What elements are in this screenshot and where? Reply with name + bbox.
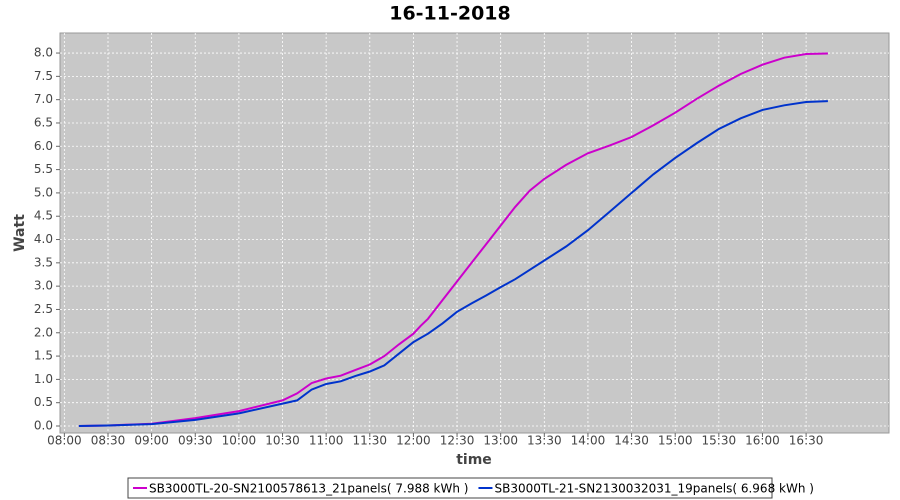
x-tick-label: 11:00 — [309, 434, 344, 448]
y-tick-label: 2.0 — [34, 325, 53, 339]
x-tick-label: 12:30 — [440, 434, 475, 448]
x-tick-label: 12:00 — [396, 434, 431, 448]
series-line — [78, 52, 828, 427]
y-tick-label: 7.0 — [34, 92, 53, 106]
x-tick-label: 16:30 — [789, 434, 824, 448]
x-tick-label: 08:00 — [47, 434, 82, 448]
plot-area — [59, 32, 890, 434]
y-tick-label: 7.5 — [34, 69, 53, 83]
x-tick-label: 11:30 — [352, 434, 387, 448]
x-tick-label: 14:00 — [571, 434, 606, 448]
y-tick-label: 3.0 — [34, 279, 53, 293]
y-tick-label: 0.0 — [34, 419, 53, 433]
x-axis-label: time — [456, 452, 492, 468]
y-tick-label: 5.5 — [34, 162, 53, 176]
y-tick-label: 3.5 — [34, 255, 53, 269]
x-tick-label: 13:30 — [527, 434, 562, 448]
y-axis-label: Watt — [12, 214, 28, 252]
y-tick-label: 6.5 — [34, 115, 53, 129]
x-tick-label: 08:30 — [91, 434, 126, 448]
x-tick-label: 16:00 — [745, 434, 780, 448]
y-tick-label: 4.0 — [34, 232, 53, 246]
x-tick-label: 10:30 — [265, 434, 300, 448]
legend-label: SB3000TL-20-SN2100578613_21panels( 7.988… — [149, 482, 468, 496]
legend-label: SB3000TL-21-SN2130032031_19panels( 6.968… — [494, 482, 813, 496]
x-tick-label: 09:30 — [178, 434, 213, 448]
y-tick-label: 4.5 — [34, 209, 53, 223]
y-tick-label: 5.0 — [34, 185, 53, 199]
y-tick-label: 1.0 — [34, 372, 53, 386]
y-tick-label: 8.0 — [34, 46, 53, 60]
x-tick-label: 09:00 — [134, 434, 169, 448]
legend — [127, 477, 773, 499]
y-tick-label: 2.5 — [34, 302, 53, 316]
y-tick-label: 6.0 — [34, 139, 53, 153]
y-tick-label: 1.5 — [34, 349, 53, 363]
x-tick-label: 10:00 — [222, 434, 257, 448]
x-tick-label: 15:00 — [658, 434, 693, 448]
x-tick-label: 14:30 — [614, 434, 649, 448]
series-line — [78, 100, 828, 427]
chart-title: 16-11-2018 — [389, 3, 511, 25]
x-tick-label: 15:30 — [702, 434, 737, 448]
x-tick-label: 13:00 — [483, 434, 518, 448]
y-tick-label: 0.5 — [34, 395, 53, 409]
